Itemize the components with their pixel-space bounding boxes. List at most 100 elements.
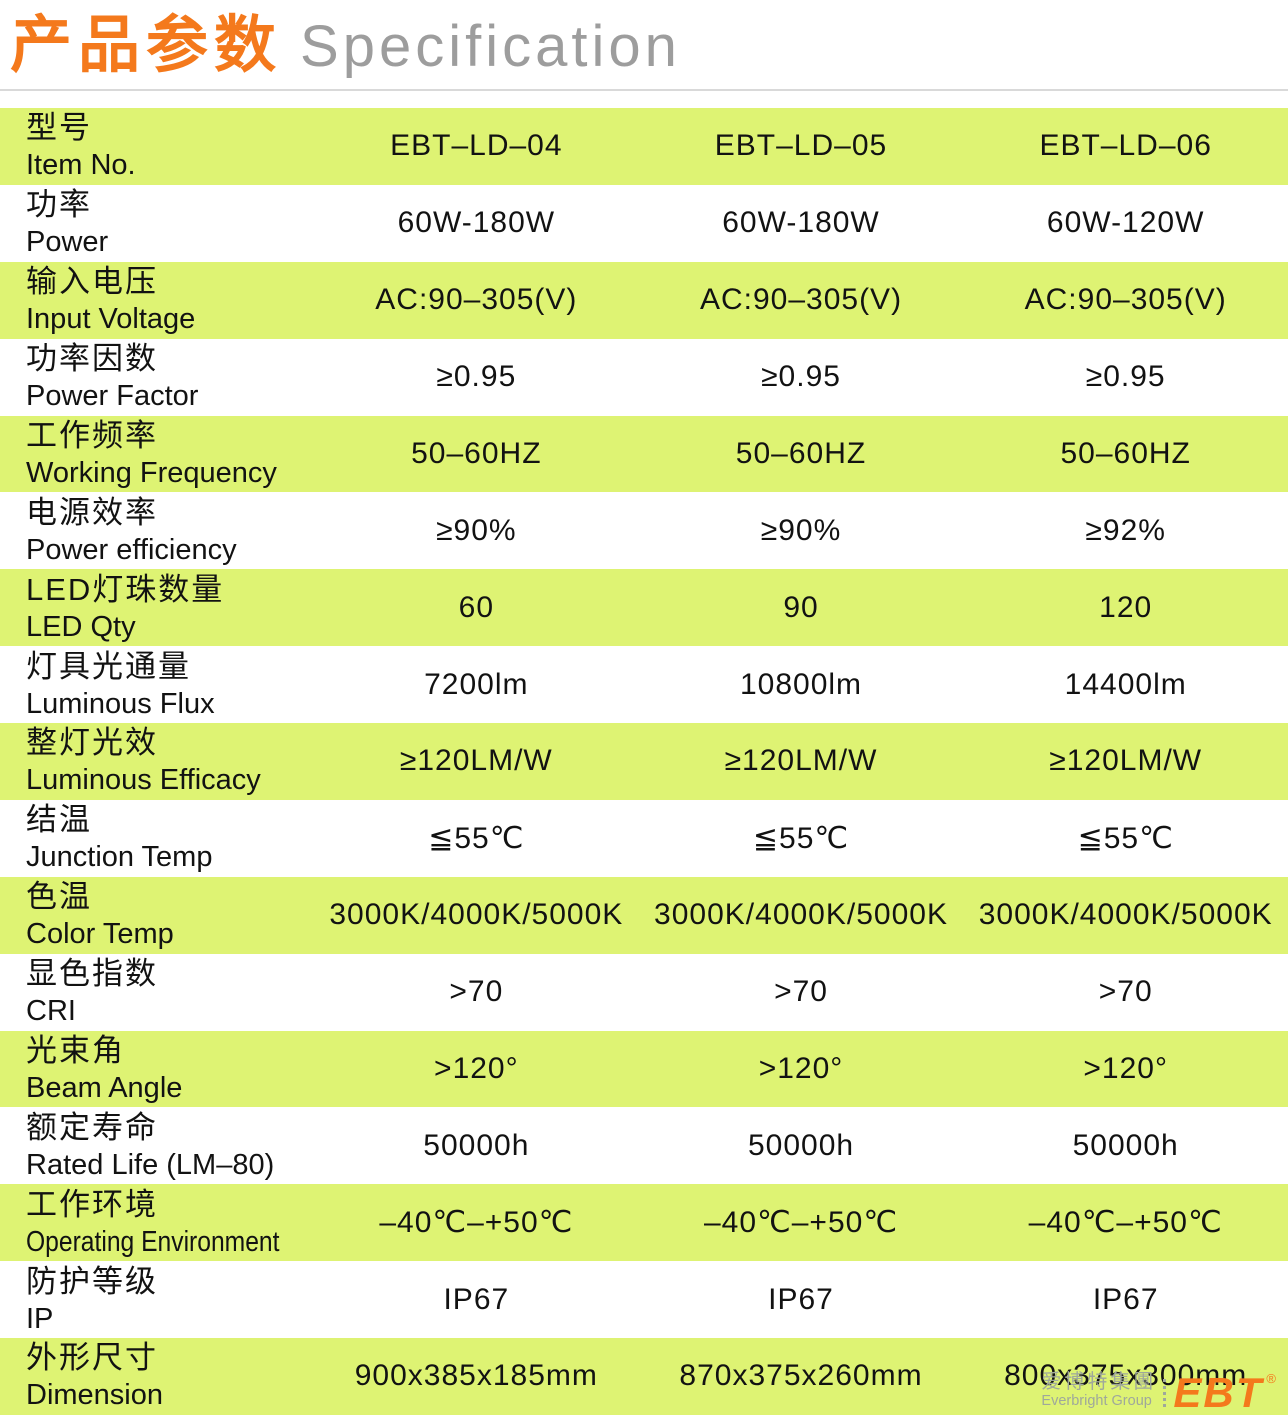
- row-label-en: Rated Life (LM–80): [26, 1148, 275, 1181]
- spec-value-col3: ≦55℃: [1077, 821, 1174, 855]
- spec-value-col1: ≥0.95: [436, 360, 517, 394]
- spec-value-col2: 50000h: [747, 1128, 855, 1162]
- spec-value-col1: ≥120LM/W: [399, 744, 553, 778]
- page-title-en: Specification: [300, 14, 681, 79]
- row-label-zh: 色温: [26, 879, 92, 915]
- spec-value-col2: 50–60HZ: [735, 436, 867, 470]
- spec-value-col2: IP67: [768, 1282, 834, 1316]
- spec-value-col3: 800x375x300mm: [1004, 1359, 1248, 1393]
- spec-value-col2: 10800lm: [739, 667, 863, 701]
- row-label-en: Power efficiency: [26, 533, 237, 566]
- table-row: 色温 Color Temp 3000K/4000K/5000K 3000K/40…: [0, 876, 1288, 954]
- spec-value-col3: EBT–LD–06: [1039, 129, 1212, 163]
- row-label-zh: 功率: [26, 187, 92, 223]
- spec-value-col1: 3000K/4000K/5000K: [329, 898, 624, 932]
- table-row: 功率 Power 60W-180W 60W-180W 60W-120W: [0, 185, 1288, 262]
- spec-value-col3: 14400lm: [1064, 667, 1187, 701]
- brand-ebt-wordmark: EBT: [1173, 1369, 1264, 1416]
- spec-value-col2: ≦55℃: [752, 821, 850, 855]
- spec-table: 型号 Item No. EBT–LD–04 EBT–LD–05 EBT–LD–0…: [0, 108, 1288, 1415]
- spec-value-col2: –40℃–+50℃: [704, 1206, 899, 1240]
- spec-value-col3: IP67: [1092, 1282, 1159, 1316]
- row-label: 电源效率 Power efficiency: [0, 492, 314, 569]
- row-label-zh: LED灯珠数量: [26, 571, 225, 607]
- spec-value-col2: 870x375x260mm: [679, 1359, 923, 1393]
- spec-value-col3: 120: [1099, 590, 1153, 624]
- row-label-zh: 型号: [26, 110, 92, 146]
- spec-value-col3: AC:90–305(V): [1024, 283, 1227, 317]
- spec-value-col2: ≥90%: [760, 513, 842, 547]
- table-row: 防护等级 IP IP67 IP67 IP67: [0, 1261, 1288, 1338]
- table-row: 光束角 Beam Angle >120° >120° >120°: [0, 1030, 1288, 1108]
- spec-value-col1: ≥90%: [436, 513, 517, 547]
- spec-value-col2: 60W-180W: [722, 206, 880, 240]
- spec-value-col3: ≥0.95: [1085, 360, 1166, 394]
- row-label: 外形尺寸 Dimension: [0, 1338, 314, 1415]
- spec-value-col1: >70: [449, 975, 504, 1009]
- table-row: 灯具光通量 Luminous Flux 7200lm 10800lm 14400…: [0, 646, 1288, 723]
- row-label-en: Luminous Flux: [26, 687, 215, 720]
- row-label-en: LED Qty: [26, 610, 136, 643]
- spec-value-col1: EBT–LD–04: [390, 129, 563, 163]
- spec-value-col2: AC:90–305(V): [699, 283, 903, 317]
- spec-value-col1: AC:90–305(V): [375, 283, 578, 317]
- row-label-en: Dimension: [26, 1379, 163, 1412]
- row-label: LED灯珠数量 LED Qty: [0, 569, 314, 646]
- row-label-en: Working Frequency: [26, 456, 277, 489]
- row-label: 功率 Power: [0, 185, 314, 262]
- row-label: 工作频率 Working Frequency: [0, 416, 314, 493]
- row-label-en: Power: [26, 226, 109, 259]
- row-label-zh: 光束角: [26, 1032, 125, 1068]
- table-row: 输入电压 Input Voltage AC:90–305(V) AC:90–30…: [0, 261, 1288, 339]
- table-row: 整灯光效 Luminous Efficacy ≥120LM/W ≥120LM/W…: [0, 723, 1288, 800]
- row-label: 防护等级 IP: [0, 1261, 314, 1338]
- row-label: 额定寿命 Rated Life (LM–80): [0, 1107, 314, 1184]
- table-row: LED灯珠数量 LED Qty 60 90 120: [0, 569, 1288, 647]
- spec-value-col2: >120°: [758, 1051, 844, 1085]
- spec-value-col3: 50–60HZ: [1060, 436, 1191, 470]
- row-label-en: Color Temp: [26, 918, 174, 951]
- table-row: 结温 Junction Temp ≦55℃ ≦55℃ ≦55℃: [0, 800, 1288, 877]
- spec-value-col1: 60W-180W: [397, 206, 556, 240]
- row-label: 色温 Color Temp: [0, 877, 314, 954]
- row-label-zh: 外形尺寸: [26, 1340, 158, 1376]
- spec-value-col2: ≥0.95: [761, 360, 841, 394]
- row-label-zh: 整灯光效: [26, 725, 158, 761]
- row-label-zh: 结温: [26, 802, 92, 838]
- row-label-zh: 显色指数: [26, 956, 158, 992]
- spec-value-col2: >70: [774, 975, 828, 1009]
- spec-value-col3: 50000h: [1072, 1128, 1179, 1162]
- spec-value-col1: –40℃–+50℃: [379, 1206, 574, 1240]
- row-label-zh: 功率因数: [26, 341, 158, 377]
- row-label-zh: 灯具光通量: [26, 648, 191, 684]
- row-label: 工作环境 Operating Environment: [0, 1184, 314, 1261]
- logo-dotted-separator-icon: [1163, 1379, 1167, 1407]
- brand-logo-en: Everbright Group: [1041, 1393, 1152, 1409]
- row-label-en: IP: [26, 1302, 54, 1335]
- spec-value-col1: 50000h: [423, 1128, 530, 1162]
- spec-value-col1: IP67: [443, 1282, 510, 1316]
- table-row: 外形尺寸 Dimension 900x385x185mm 870x375x260…: [0, 1338, 1288, 1415]
- spec-value-col3: 3000K/4000K/5000K: [978, 898, 1273, 932]
- spec-value-col3: 60W-120W: [1046, 206, 1205, 240]
- row-label: 整灯光效 Luminous Efficacy: [0, 723, 314, 800]
- spec-value-col1: ≦55℃: [428, 821, 525, 855]
- page-title-zh: 产品参数: [10, 11, 283, 80]
- spec-value-col2: 90: [783, 590, 819, 624]
- spec-value-col1: 50–60HZ: [411, 436, 542, 470]
- spec-value-col1: >120°: [434, 1051, 519, 1085]
- row-label: 输入电压 Input Voltage: [0, 262, 314, 339]
- spec-value-col3: –40℃–+50℃: [1028, 1206, 1223, 1240]
- table-row: 工作环境 Operating Environment –40℃–+50℃ –40…: [0, 1184, 1288, 1262]
- table-row: 电源效率 Power efficiency ≥90% ≥90% ≥92%: [0, 492, 1288, 569]
- spec-value-col2: ≥120LM/W: [724, 744, 878, 778]
- registered-trademark-icon: ®: [1266, 1371, 1276, 1386]
- row-label: 型号 Item No.: [0, 108, 314, 185]
- table-row: 显色指数 CRI >70 >70 >70: [0, 954, 1288, 1031]
- spec-value-col1: 60: [458, 590, 495, 624]
- table-row: 额定寿命 Rated Life (LM–80) 50000h 50000h 50…: [0, 1107, 1288, 1184]
- brand-logo-zh: 爱博特集團: [1041, 1371, 1157, 1393]
- spec-value-col3: >120°: [1083, 1051, 1168, 1085]
- row-label-en: Item No.: [26, 149, 136, 182]
- table-row: 工作频率 Working Frequency 50–60HZ 50–60HZ 5…: [0, 415, 1288, 493]
